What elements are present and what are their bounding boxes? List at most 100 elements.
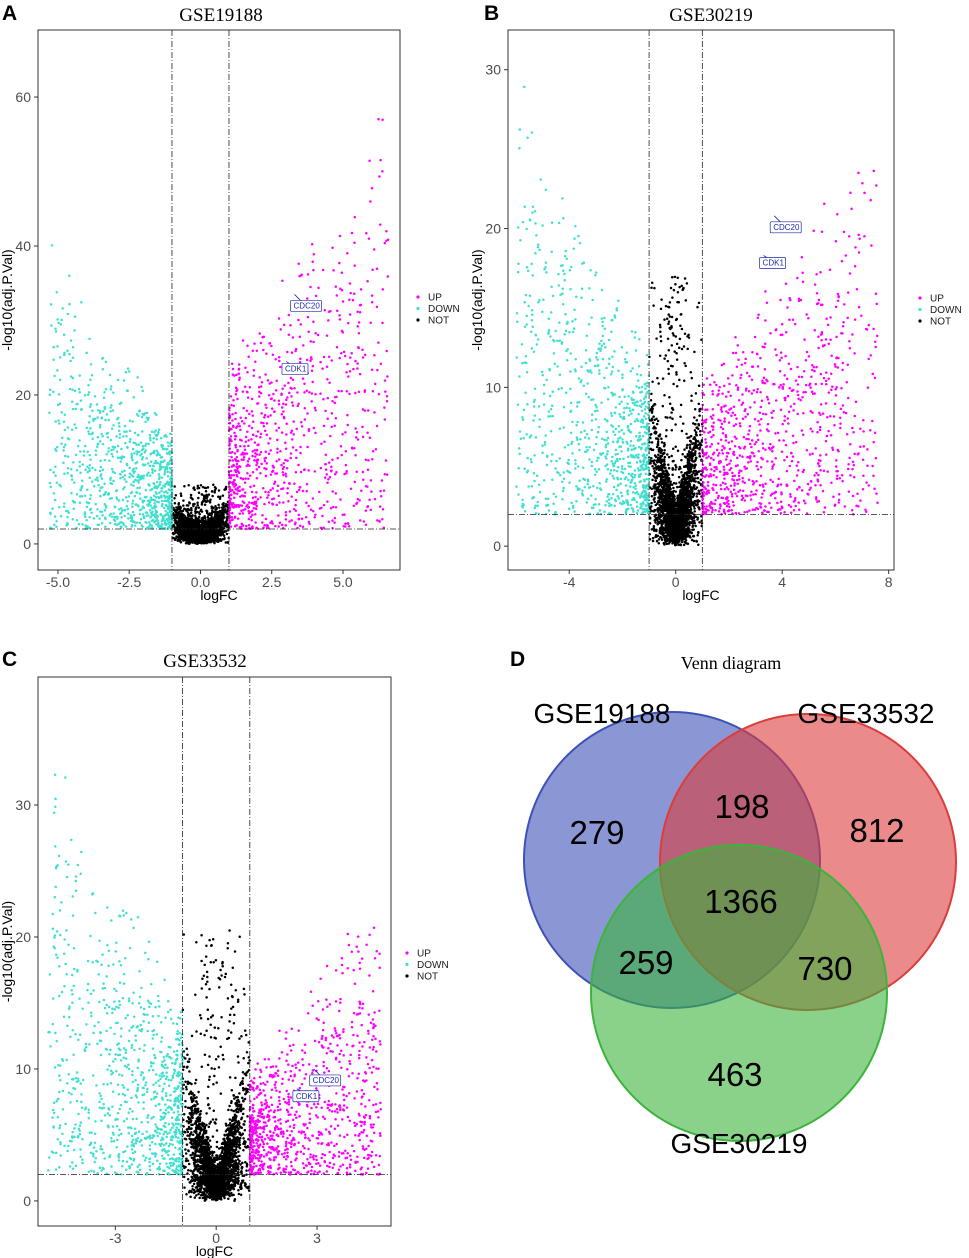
point-down <box>133 431 137 435</box>
point-up <box>250 437 253 441</box>
point-up <box>243 495 247 498</box>
point-not <box>174 493 178 497</box>
point-not <box>199 539 202 543</box>
point-up <box>294 498 298 502</box>
point-down <box>108 497 112 500</box>
panel-a-title: GSE19188 <box>179 5 262 26</box>
point-not <box>212 532 216 536</box>
point-not <box>197 496 200 500</box>
point-up <box>331 246 334 250</box>
point-down <box>98 411 102 415</box>
point-up <box>289 386 292 390</box>
point-up <box>344 449 348 453</box>
x-axis-label: logFC <box>200 587 237 603</box>
point-up <box>366 279 369 283</box>
point-up <box>381 508 385 511</box>
point-not <box>224 485 228 489</box>
point-up <box>354 436 358 439</box>
point-not <box>201 485 205 489</box>
point-down <box>81 463 84 466</box>
point-down <box>71 388 74 392</box>
point-up <box>251 414 255 417</box>
point-up <box>369 508 373 512</box>
point-down <box>86 450 89 454</box>
point-down <box>92 517 96 520</box>
point-down <box>62 505 66 508</box>
point-up <box>385 230 388 233</box>
point-up <box>377 118 380 121</box>
point-down <box>155 454 159 457</box>
point-not <box>216 513 220 517</box>
point-up <box>273 410 276 413</box>
point-down <box>167 481 171 484</box>
point-up <box>385 399 389 403</box>
point-up <box>297 518 300 521</box>
point-up <box>293 387 296 390</box>
point-up <box>386 375 389 378</box>
point-up <box>274 358 277 361</box>
point-up <box>294 471 298 474</box>
point-down <box>168 494 171 498</box>
point-down <box>141 389 144 393</box>
point-down <box>149 488 152 492</box>
point-down <box>86 393 90 396</box>
point-down <box>159 460 163 464</box>
point-down <box>60 318 63 322</box>
point-up <box>267 491 270 494</box>
point-up <box>334 285 338 288</box>
point-up <box>348 298 351 301</box>
point-down <box>127 495 131 498</box>
point-down <box>62 449 65 452</box>
point-down <box>131 420 134 423</box>
point-up <box>368 436 372 440</box>
point-down <box>86 465 89 469</box>
point-up <box>241 524 245 527</box>
point-down <box>140 452 143 456</box>
point-up <box>311 497 315 500</box>
point-up <box>318 507 322 510</box>
point-up <box>230 465 234 468</box>
point-up <box>238 424 242 428</box>
point-down <box>91 431 95 434</box>
point-down <box>74 426 78 430</box>
point-not <box>665 429 668 432</box>
point-not <box>217 539 220 543</box>
point-up <box>327 520 331 523</box>
point-down <box>82 450 86 453</box>
point-up <box>295 448 298 452</box>
point-down <box>76 444 80 448</box>
gene-label-cdk1: CDK1 <box>285 364 307 373</box>
point-up <box>302 434 306 437</box>
point-down <box>145 521 148 525</box>
point-not <box>221 507 225 510</box>
point-down <box>144 511 148 514</box>
point-up <box>250 426 254 430</box>
point-up <box>233 516 237 520</box>
point-up <box>238 512 242 515</box>
point-down <box>104 360 108 364</box>
point-up <box>270 344 273 348</box>
point-up <box>370 186 374 190</box>
point-up <box>269 449 272 452</box>
point-not <box>189 511 193 515</box>
point-not <box>191 537 195 540</box>
point-up <box>339 498 342 501</box>
point-up <box>373 382 377 386</box>
point-up <box>309 508 313 511</box>
point-down <box>155 480 159 484</box>
point-up <box>378 175 381 178</box>
point-down <box>83 511 87 514</box>
point-up <box>275 460 278 463</box>
point-down <box>66 523 69 526</box>
point-down <box>160 520 164 523</box>
point-down <box>67 511 71 514</box>
point-up <box>285 422 288 425</box>
point-down <box>97 523 100 526</box>
point-up <box>371 449 375 453</box>
point-down <box>136 521 139 524</box>
point-down <box>163 447 167 451</box>
point-up <box>357 332 361 335</box>
point-down <box>85 519 88 522</box>
point-down <box>124 525 128 528</box>
point-up <box>261 521 264 524</box>
